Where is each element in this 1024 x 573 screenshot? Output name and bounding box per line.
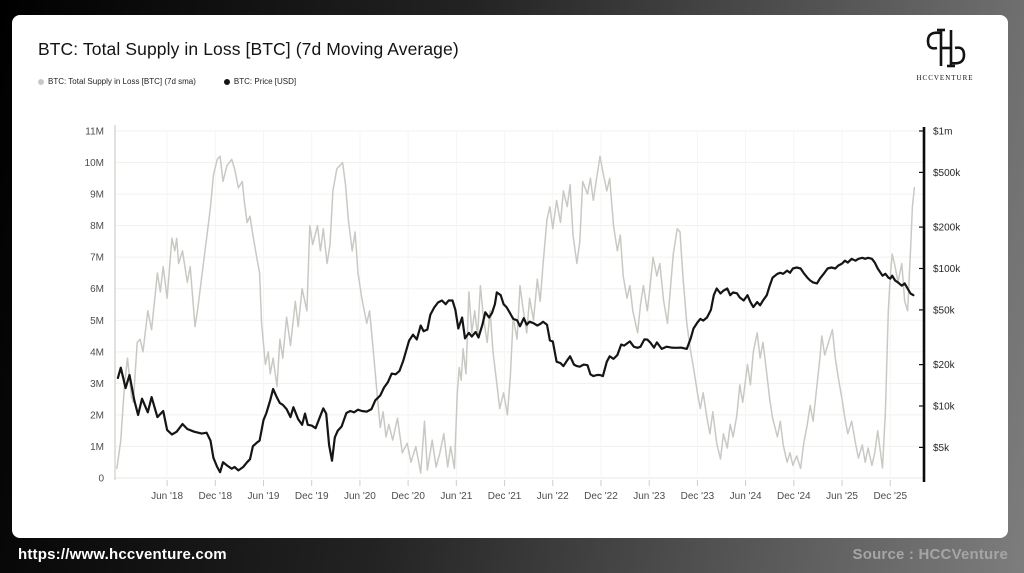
legend-label-price: BTC: Price [USD] [233, 77, 297, 86]
footer-source: Source : HCCVenture [852, 546, 1008, 563]
legend-item-price: BTC: Price [USD] [223, 77, 297, 86]
legend-item-supply: BTC: Total Supply in Loss [BTC] (7d sma) [38, 77, 196, 86]
legend-label-supply: BTC: Total Supply in Loss [BTC] (7d sma) [48, 77, 196, 86]
chart-card: BTC: Total Supply in Loss [BTC] (7d Movi… [12, 15, 1008, 538]
legend-dot-price-icon [223, 78, 230, 85]
footer-url[interactable]: https://www.hccventure.com [18, 546, 227, 563]
chart-title: BTC: Total Supply in Loss [BTC] (7d Movi… [38, 39, 459, 59]
logo-text: HCCVENTURE [916, 74, 974, 82]
hccventure-monogram-icon [926, 28, 966, 68]
footer-bar: https://www.hccventure.com Source : HCCV… [0, 538, 1024, 573]
chart-legend: BTC: Total Supply in Loss [BTC] (7d sma)… [38, 77, 296, 86]
hccventure-logo: HCCVENTURE [902, 25, 988, 82]
legend-dot-supply-icon [38, 78, 44, 85]
